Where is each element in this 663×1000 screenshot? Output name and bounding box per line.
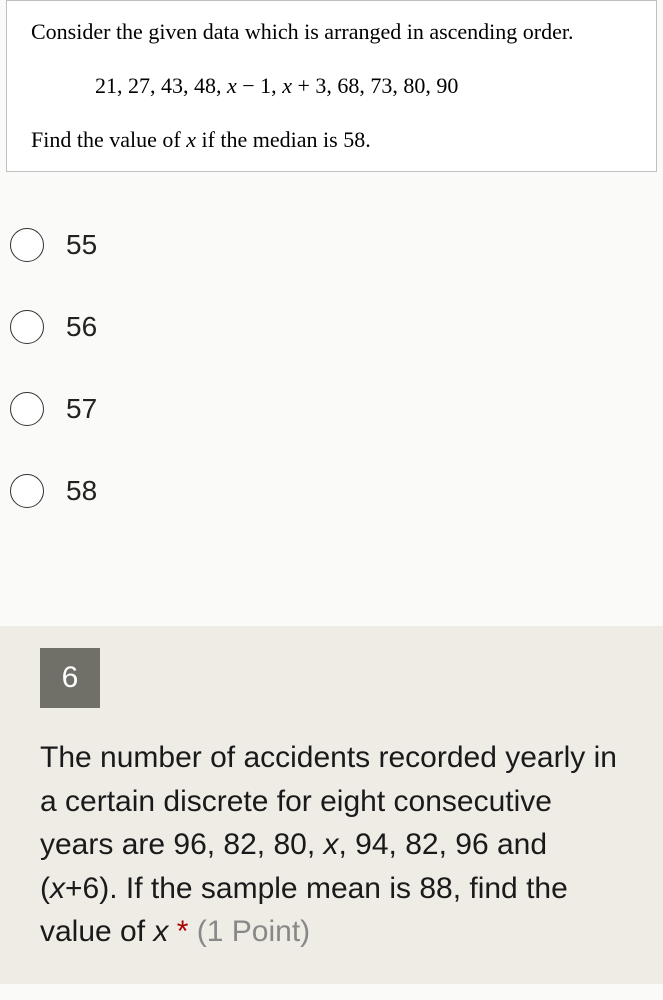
radio-icon[interactable] [10,310,44,344]
option-label: 55 [66,229,97,261]
option-label: 57 [66,393,97,425]
q1-data-pre: 21, 27, 43, 48, [95,73,227,98]
q2-x3: x [153,915,168,948]
question2-number: 6 [40,648,100,708]
q1-data-x1a: x [227,73,237,98]
question2-text: The number of accidents recorded yearly … [40,736,623,954]
radio-icon[interactable] [10,392,44,426]
option-2[interactable]: 57 [10,392,653,426]
q2-x1: x [324,828,339,861]
q1-ask-pre: Find the value of [31,127,186,152]
option-0[interactable]: 55 [10,228,653,262]
option-1[interactable]: 56 [10,310,653,344]
options-group: 55 56 57 58 [0,172,663,596]
radio-icon[interactable] [10,228,44,262]
q1-data-x1b: − 1, [237,73,282,98]
question2-panel: 6 The number of accidents recorded yearl… [0,626,663,984]
q1-ask-post: if the median is 58. [196,127,371,152]
option-3[interactable]: 58 [10,474,653,508]
q2-x2: x [50,872,65,905]
question1-intro: Consider the given data which is arrange… [31,19,632,45]
q1-data-x2a: x [282,73,292,98]
question1-data: 21, 27, 43, 48, x − 1, x + 3, 68, 73, 80… [95,73,632,99]
required-star: * [168,915,188,948]
question1-box: Consider the given data which is arrange… [6,0,657,172]
question1-ask: Find the value of x if the median is 58. [31,127,632,153]
option-label: 56 [66,311,97,343]
radio-icon[interactable] [10,474,44,508]
option-label: 58 [66,475,97,507]
points-label: (1 Point) [188,915,310,948]
q1-data-x2b: + 3, 68, 73, 80, 90 [292,73,458,98]
q1-ask-var: x [186,127,196,152]
